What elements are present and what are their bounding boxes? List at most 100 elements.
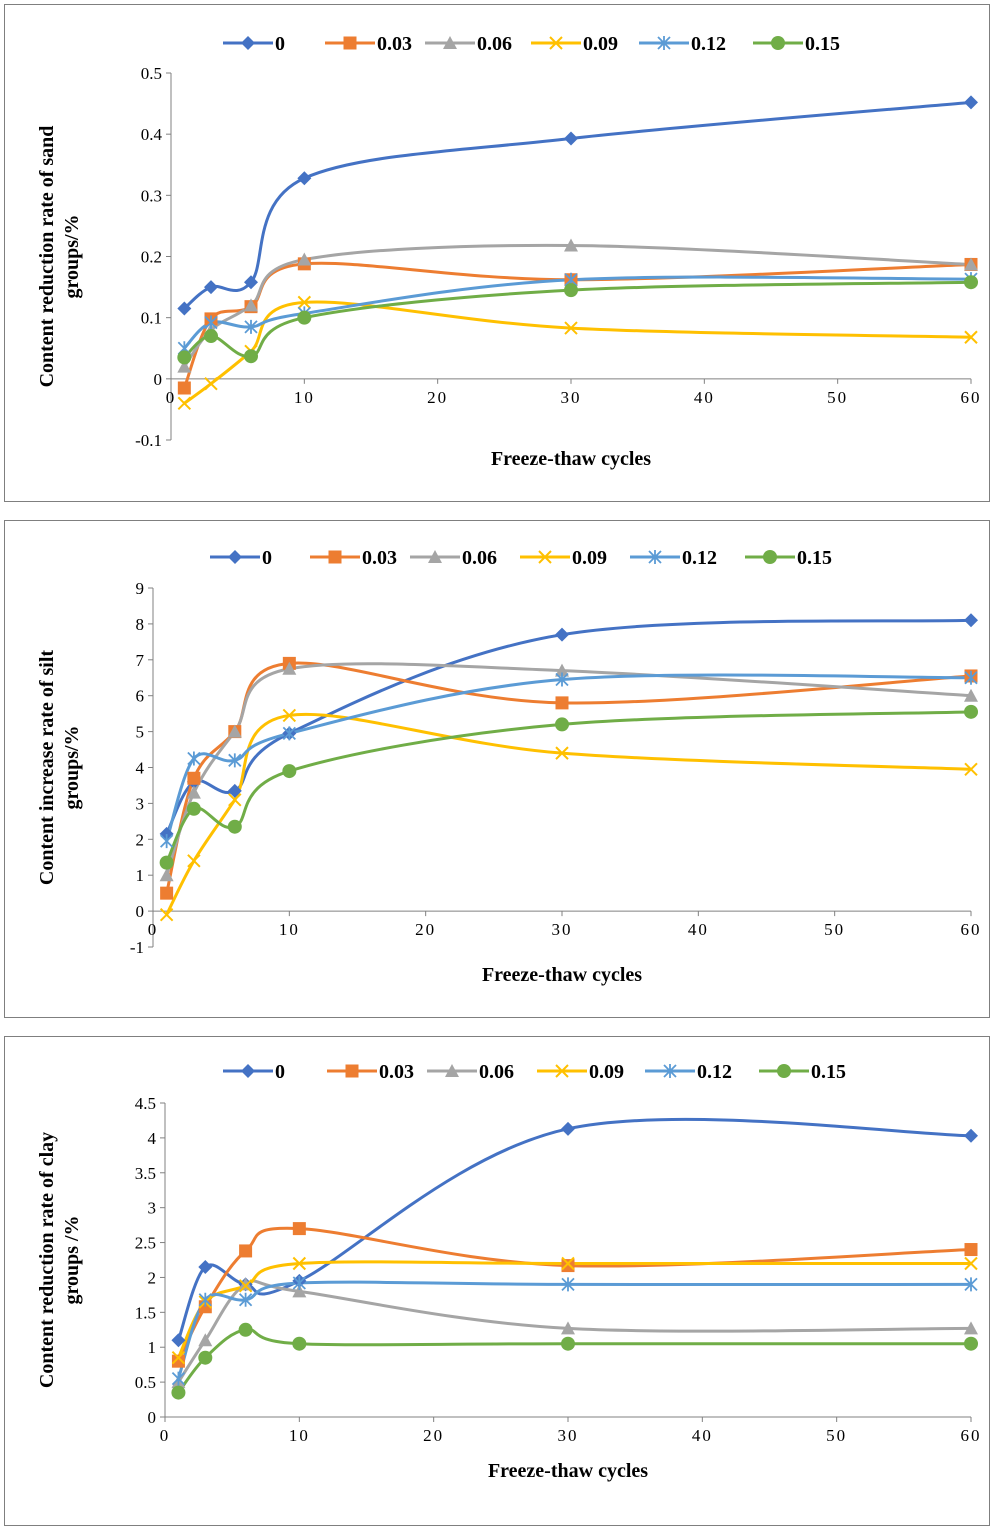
series-line-0.12 xyxy=(165,673,972,842)
y-tick-label: 3 xyxy=(148,1199,157,1218)
data-point xyxy=(204,315,218,330)
legend-entry-0.15: 0.15 xyxy=(753,33,840,55)
y-tick-label: 7 xyxy=(136,651,145,670)
y-tick-label: 8 xyxy=(136,615,145,634)
legend-swatch-marker xyxy=(445,1064,459,1077)
y-tick-label: 1 xyxy=(136,866,145,885)
x-axis-title: Freeze-thaw cycles xyxy=(482,964,642,986)
series-line-0 xyxy=(165,618,972,835)
legend-label: 0 xyxy=(262,547,272,569)
data-point xyxy=(186,785,201,799)
x-tick-label: 20 xyxy=(415,920,436,939)
y-tick-label: 0 xyxy=(154,370,163,389)
legend-label: 0.15 xyxy=(811,1061,846,1083)
data-point xyxy=(187,751,201,766)
y-axis-title: Content reduction rate of sand groups/% xyxy=(36,126,83,388)
y-tick-label: 4 xyxy=(136,759,145,778)
x-tick-label: 10 xyxy=(279,920,300,939)
x-tick-label: 30 xyxy=(561,388,582,407)
legend-label: 0.12 xyxy=(682,547,717,569)
data-point xyxy=(186,801,201,816)
y-tick-label: 2 xyxy=(136,830,145,849)
legend-entry-0.03: 0.03 xyxy=(310,547,397,569)
y-axis-title: Content increase rate of silt groups/% xyxy=(36,650,83,885)
legend-entry-0.06: 0.06 xyxy=(425,33,512,55)
legend-entry-0.03: 0.03 xyxy=(325,33,412,55)
legend-entry-0: 0 xyxy=(210,547,272,569)
data-point xyxy=(177,381,191,395)
legend-label: 0.12 xyxy=(697,1061,732,1083)
data-point xyxy=(964,1243,978,1257)
x-tick-label: 0 xyxy=(166,388,177,407)
series-line-0 xyxy=(183,100,972,310)
data-point xyxy=(171,1385,186,1400)
series-markers-0.09 xyxy=(171,1256,978,1365)
data-point xyxy=(282,708,297,723)
series-markers-0 xyxy=(159,613,978,841)
legend-label: 0.03 xyxy=(377,33,412,55)
data-point xyxy=(204,329,218,344)
x-tick-label: 30 xyxy=(552,920,573,939)
data-point xyxy=(282,726,296,741)
data-point xyxy=(555,663,569,677)
legend-entry-0.15: 0.15 xyxy=(745,547,832,569)
y-tick-label: 1.5 xyxy=(135,1303,156,1322)
y-tick-label: 6 xyxy=(136,687,145,706)
data-point xyxy=(239,1244,253,1258)
data-point xyxy=(244,319,258,334)
legend-swatch-marker xyxy=(345,1064,359,1078)
legend-label: 0.06 xyxy=(479,1061,514,1083)
legend-entry-0.09: 0.09 xyxy=(531,33,618,55)
data-point xyxy=(159,834,174,849)
data-point xyxy=(292,1222,306,1236)
data-point xyxy=(187,854,201,868)
legend-swatch-marker xyxy=(343,36,357,50)
legend-label: 0.06 xyxy=(462,547,497,569)
y-axis-title: Content reduction rate of clay groups /% xyxy=(36,1132,83,1388)
series-markers-0.15 xyxy=(171,1322,978,1400)
data-point xyxy=(238,1279,253,1293)
data-point xyxy=(555,746,569,760)
data-point xyxy=(292,1276,306,1291)
legend-swatch-marker xyxy=(555,1064,569,1078)
data-point xyxy=(171,1333,186,1348)
y-tick-label: 3.5 xyxy=(135,1164,156,1183)
data-point xyxy=(555,717,569,732)
data-point xyxy=(964,762,978,777)
y-tick-label: 0.5 xyxy=(135,1373,156,1392)
y-tick-label: 5 xyxy=(136,723,145,742)
data-point xyxy=(159,907,174,922)
data-point xyxy=(564,238,578,252)
legend-swatch-marker xyxy=(443,36,457,49)
series-markers-0.15 xyxy=(177,275,978,365)
data-point xyxy=(187,771,201,785)
data-point xyxy=(159,868,174,882)
legend-entry-0.12: 0.12 xyxy=(645,1061,732,1083)
legend-entry-0.03: 0.03 xyxy=(327,1061,414,1083)
legend-swatch-marker xyxy=(777,1064,791,1078)
legend-entry-0.09: 0.09 xyxy=(537,1061,624,1083)
legend-label: 0.03 xyxy=(362,547,397,569)
data-point xyxy=(964,330,978,344)
legend-entry-0: 0 xyxy=(223,33,285,55)
series-markers-0.06 xyxy=(171,1277,978,1389)
data-point xyxy=(292,1336,307,1351)
data-point xyxy=(561,1121,575,1136)
legend-swatch-marker xyxy=(241,36,255,50)
data-point xyxy=(160,886,174,900)
data-point xyxy=(297,171,312,186)
x-tick-label: 60 xyxy=(961,920,982,939)
data-point xyxy=(561,1321,575,1335)
series-markers-0.15 xyxy=(159,704,978,870)
y-tick-label: 0.5 xyxy=(141,64,162,83)
data-point xyxy=(177,350,192,365)
data-point xyxy=(198,1292,212,1307)
y-axis-title-line: Content increase rate of silt xyxy=(36,650,58,885)
y-tick-label: 1 xyxy=(148,1338,157,1357)
series-line-0.06 xyxy=(177,1279,972,1383)
y-tick-label: 0.1 xyxy=(141,309,162,328)
data-point xyxy=(198,1259,213,1274)
legend-swatch-marker xyxy=(648,550,662,564)
legend-swatch-marker xyxy=(241,1064,255,1078)
